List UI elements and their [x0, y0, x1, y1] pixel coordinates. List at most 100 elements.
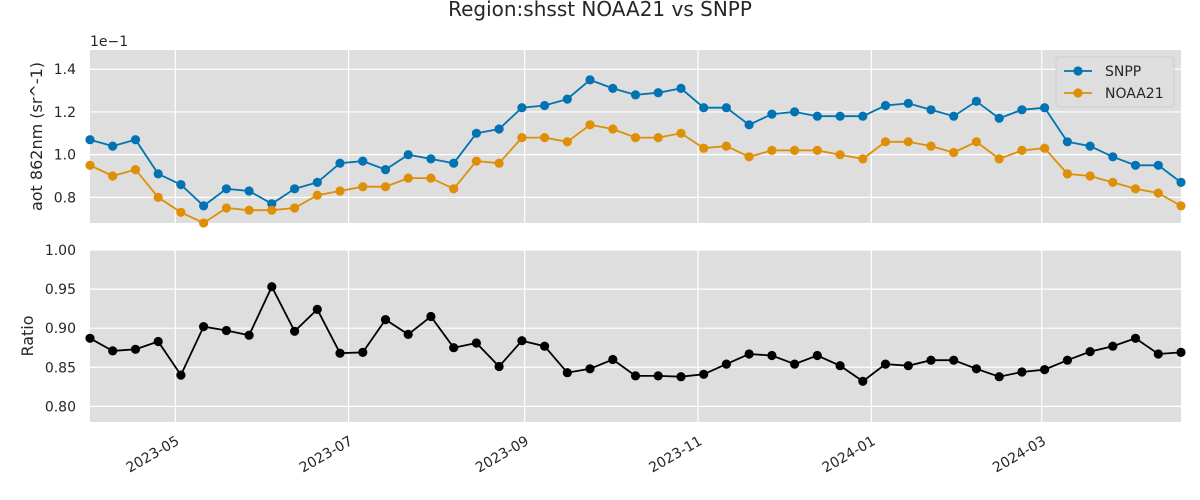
data-point: [85, 333, 95, 343]
data-point: [312, 304, 322, 314]
data-point: [744, 120, 754, 130]
data-point: [835, 361, 845, 371]
data-point: [221, 184, 231, 194]
data-point: [630, 133, 641, 143]
x-tick-label: 2023-05: [124, 433, 183, 476]
data-point: [903, 98, 913, 108]
y-tick-label: 1.4: [54, 62, 76, 78]
data-point: [653, 133, 663, 143]
data-point: [608, 124, 618, 134]
x-tick-label: 2023-11: [646, 433, 705, 476]
data-point: [540, 100, 550, 111]
data-point: [721, 359, 732, 369]
data-point: [358, 156, 368, 166]
data-point: [767, 145, 777, 155]
data-point: [926, 105, 936, 115]
data-point: [585, 364, 595, 374]
data-point: [221, 203, 231, 213]
data-point: [994, 154, 1004, 164]
data-point: [267, 199, 277, 209]
data-point: [721, 103, 732, 113]
data-point: [1040, 103, 1050, 113]
data-point: [653, 88, 663, 98]
data-point: [290, 203, 300, 213]
x-axis: 2023-05 2023-07 2023-09 2023-11 2024-01 2024-…: [124, 433, 1049, 476]
data-point: [653, 371, 663, 381]
bottom-panel: 0.80 0.85 0.90 0.95 1.00 Ratio: [18, 243, 1186, 422]
data-point: [858, 111, 868, 121]
data-point: [1130, 184, 1141, 194]
data-point: [130, 135, 141, 145]
data-point: [176, 370, 186, 380]
data-point: [971, 364, 982, 374]
data-point: [1130, 160, 1141, 170]
y-tick-label: 0.8: [54, 190, 76, 206]
data-point: [494, 124, 504, 134]
data-point: [1062, 355, 1072, 365]
data-point: [244, 330, 254, 340]
data-point: [153, 192, 163, 202]
data-point: [835, 150, 845, 160]
legend-label: SNPP: [1105, 64, 1141, 80]
y-tick-label: 1.00: [45, 243, 76, 259]
data-point: [699, 143, 709, 153]
data-point: [1062, 137, 1072, 147]
data-point: [153, 336, 163, 347]
data-point: [1040, 143, 1050, 153]
data-point: [1017, 145, 1027, 155]
data-point: [494, 158, 504, 168]
data-point: [562, 137, 572, 147]
data-point: [744, 349, 754, 359]
data-point: [267, 205, 277, 215]
data-point: [858, 154, 868, 164]
data-point: [494, 361, 504, 372]
data-point: [903, 137, 913, 147]
data-point: [221, 325, 231, 336]
data-point: [517, 336, 527, 346]
data-point: [403, 173, 413, 183]
data-point: [1085, 347, 1095, 357]
data-point: [562, 368, 572, 378]
data-point: [1153, 188, 1163, 198]
data-point: [790, 145, 800, 155]
data-point: [403, 329, 413, 339]
data-point: [767, 109, 777, 119]
data-point: [176, 180, 186, 190]
data-point: [1130, 333, 1141, 343]
data-point: [312, 190, 322, 200]
data-point: [426, 173, 436, 183]
data-point: [244, 205, 254, 215]
data-point: [130, 165, 141, 175]
x-tick-label: 2024-01: [820, 433, 879, 476]
data-point: [267, 282, 277, 292]
data-point: [858, 376, 868, 386]
data-point: [1108, 152, 1118, 162]
data-point: [85, 160, 95, 170]
data-point: [676, 83, 686, 93]
data-point: [790, 107, 800, 117]
data-point: [471, 338, 481, 348]
data-point: [1040, 365, 1050, 375]
y-tick-label: 1.2: [54, 105, 76, 121]
data-point: [426, 154, 436, 164]
legend-marker: [1073, 88, 1083, 98]
data-point: [176, 207, 186, 217]
x-tick-label: 2023-07: [297, 433, 356, 476]
data-point: [585, 120, 595, 130]
data-point: [540, 133, 550, 143]
data-point: [471, 128, 481, 138]
data-point: [971, 96, 982, 106]
data-point: [926, 141, 936, 151]
data-point: [1085, 171, 1095, 181]
data-point: [949, 355, 959, 365]
data-point: [1062, 169, 1072, 179]
legend-box: [1055, 56, 1175, 108]
data-point: [517, 103, 527, 113]
data-point: [358, 347, 368, 357]
data-point: [290, 326, 300, 336]
data-point: [1176, 201, 1186, 211]
data-point: [1176, 177, 1186, 187]
data-point: [585, 75, 595, 85]
data-point: [403, 150, 413, 160]
top-panel: 0.8 1.0 1.2 1.4 aot 862nm (sr^-1) 1e−1 SNPP NOA…: [27, 34, 1186, 228]
